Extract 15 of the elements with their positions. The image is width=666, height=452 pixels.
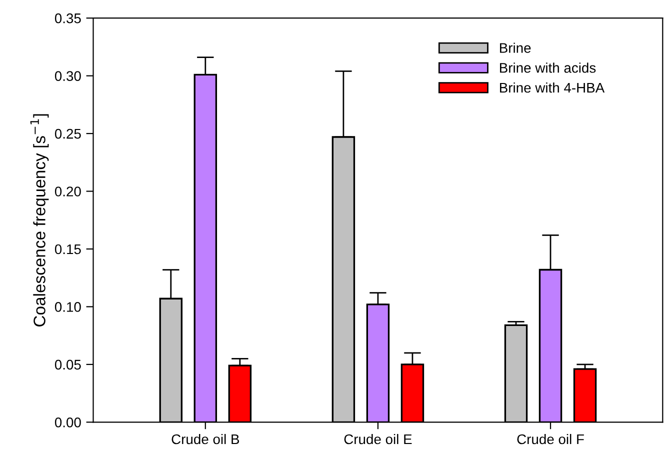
legend-label: Brine with acids — [500, 62, 596, 73]
y-tick-label: 0.15 — [54, 244, 81, 254]
x-tick-label: Crude oil E — [344, 434, 412, 444]
x-tick-label: Crude oil B — [172, 434, 240, 444]
y-tick-label: 0.20 — [54, 186, 81, 196]
legend-label: Brine — [500, 42, 531, 53]
y-tick-label: 0.00 — [54, 418, 81, 428]
y-tick-label: 0.10 — [54, 302, 81, 312]
legend-label: Brine with 4-HBA — [500, 82, 605, 93]
y-tick-label: 0.05 — [54, 360, 81, 370]
y-tick-label: 0.30 — [54, 71, 81, 81]
x-tick-label: Crude oil F — [517, 434, 584, 444]
y-axis-title: Coalescence frequency [s$^{−1}$] — [30, 114, 49, 326]
y-tick-label: 0.25 — [54, 128, 81, 139]
y-tick-label: 0.35 — [54, 13, 81, 24]
